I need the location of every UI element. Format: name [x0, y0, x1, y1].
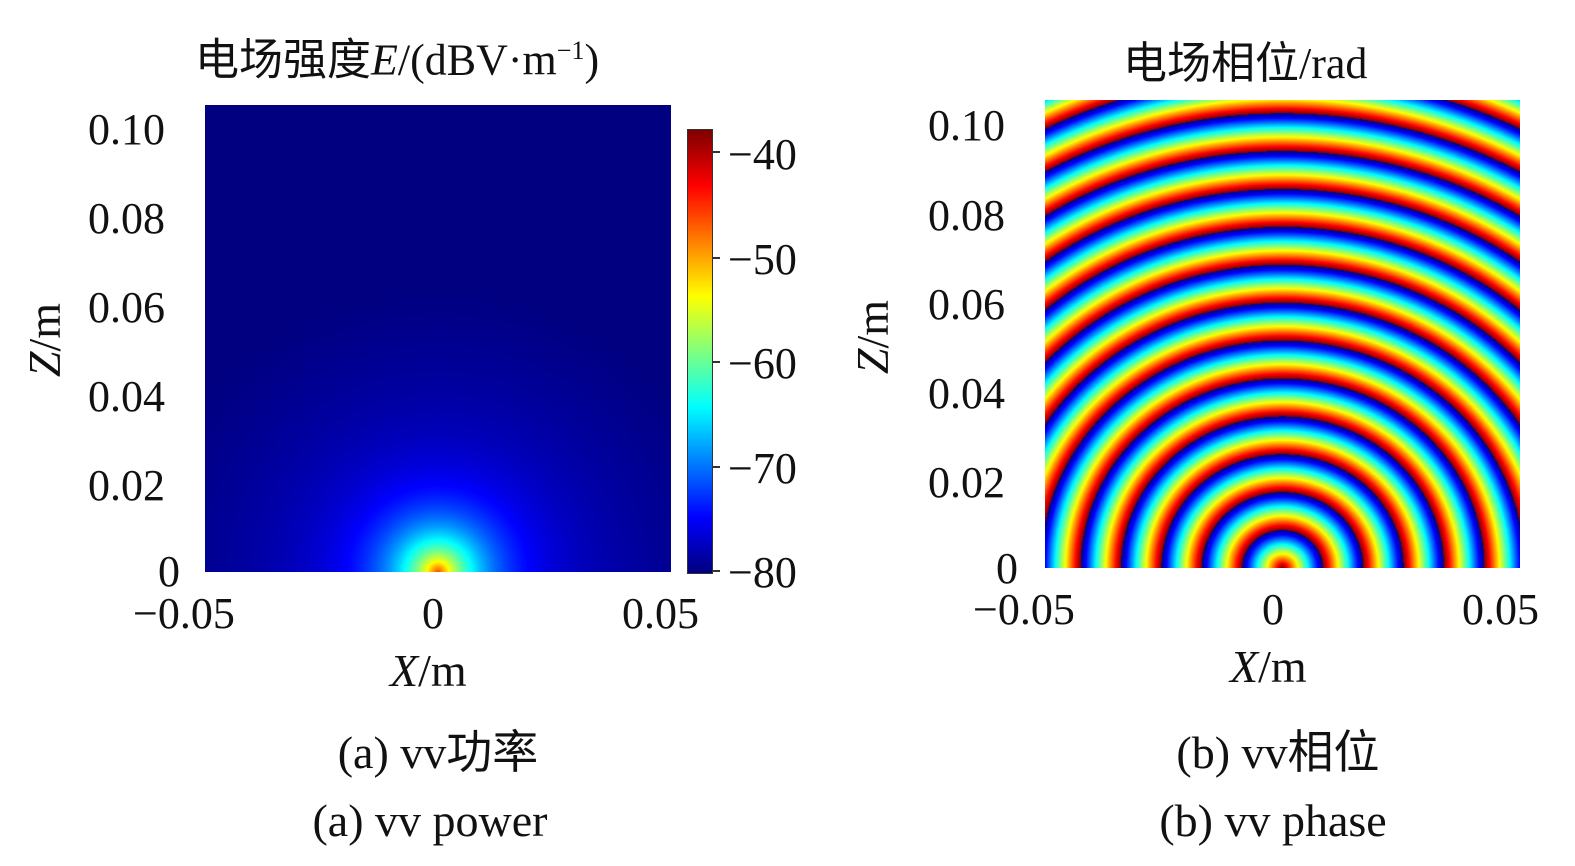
panel-b-ytick: 0.04: [928, 369, 1005, 418]
panel-a-xlabel-unit: /m: [418, 645, 467, 696]
colorbar-tick: −80: [728, 548, 797, 597]
panel-a-ytick: 0.10: [88, 105, 165, 154]
panel-a-ytick: 0.02: [88, 461, 165, 510]
colorbar: [687, 129, 713, 574]
panel-a-ytick: 0.04: [88, 372, 165, 421]
panel-a-ytick: 0.06: [88, 283, 165, 332]
panel-a-caption-en: (a) vv power: [312, 795, 548, 846]
panel-b-ytick: 0: [996, 544, 1018, 593]
panel-b-ylabel: Z/m: [847, 287, 898, 387]
colorbar-tick: −60: [728, 339, 797, 388]
colorbar-tick: −50: [728, 235, 797, 284]
panel-a-title-sup: −1: [556, 36, 585, 65]
panel-a-caption-cn: (a) vv功率: [337, 727, 539, 778]
panel-a-title-main: 电场强度: [195, 35, 371, 85]
panel-a-xtick: −0.05: [133, 589, 235, 638]
panel-b-ytick: 0.06: [928, 280, 1005, 329]
colorbar-tickmark: [712, 151, 720, 153]
panel-a-title-unit: /(dBV·m: [397, 35, 557, 85]
panel-b-xtick: 0: [1262, 585, 1284, 634]
panel-a-ytick: 0.08: [88, 194, 165, 243]
panel-b-xlabel-unit: /m: [1258, 641, 1307, 692]
phase-heatmap-canvas: [1045, 100, 1520, 568]
power-heatmap: [205, 105, 671, 572]
panel-a-xtick: 0.05: [622, 589, 699, 638]
panel-a-ylabel-var: Z: [19, 351, 70, 378]
colorbar-tick: −70: [728, 444, 797, 493]
panel-b-ylabel-unit: /m: [847, 299, 898, 349]
panel-a-xlabel: X/m: [390, 648, 467, 694]
panel-b-caption-cn: (b) vv相位: [1176, 727, 1380, 778]
panel-b-xtick: −0.05: [973, 585, 1075, 634]
colorbar-tickmark: [712, 257, 720, 259]
power-heatmap-canvas: [205, 105, 671, 572]
colorbar-tickmark: [712, 361, 720, 363]
panel-b-title: 电场相位/rad: [1123, 39, 1368, 88]
panel-a-xtick: 0: [422, 589, 444, 638]
phase-heatmap: [1045, 100, 1520, 568]
colorbar-tickmark: [712, 466, 720, 468]
panel-b-ytick: 0.10: [928, 101, 1005, 150]
panel-a-ytick: 0: [158, 547, 180, 596]
colorbar-gradient: [688, 130, 712, 573]
panel-b-caption-en: (b) vv phase: [1159, 795, 1387, 846]
panel-b-ytick: 0.02: [928, 458, 1005, 507]
panel-b-ytick: 0.08: [928, 191, 1005, 240]
panel-b-xlabel: X/m: [1230, 644, 1307, 690]
panel-a-ylabel: Z/m: [19, 290, 70, 390]
colorbar-tickmark: [712, 570, 720, 572]
colorbar-tick: −40: [728, 130, 797, 179]
panel-a-title-var: E: [371, 35, 398, 85]
panel-a-ylabel-unit: /m: [19, 302, 70, 352]
panel-b-xtick: 0.05: [1462, 585, 1539, 634]
panel-a-title-close: ): [584, 35, 600, 85]
panel-b-ylabel-var: Z: [847, 348, 898, 375]
panel-b-xlabel-var: X: [1230, 641, 1259, 692]
panel-a-xlabel-var: X: [390, 645, 419, 696]
panel-a-title: 电场强度E/(dBV·m−1): [195, 38, 599, 83]
